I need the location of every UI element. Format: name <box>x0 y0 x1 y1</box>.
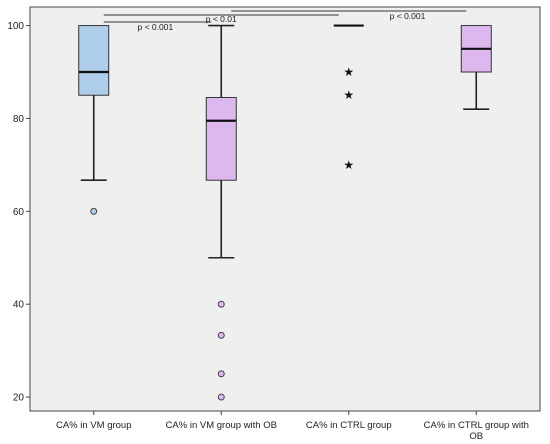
x-category-label-1: CA% in VM group with OB <box>166 420 277 431</box>
box-group-3 <box>460 25 492 110</box>
x-axis: CA% in VM group CA% in VM group with OB CA… <box>56 411 529 442</box>
outlier-point-0-0 <box>90 207 98 215</box>
box-group-1 <box>205 24 237 401</box>
outlier-point-1-0 <box>217 300 225 308</box>
significance-label-0: p < 0.001 <box>138 22 174 32</box>
extreme-point-2-0: ★ <box>343 65 354 79</box>
box-series: ★ ★ ★ <box>78 24 492 401</box>
x-category-label-2: CA% in CTRL group <box>306 420 392 431</box>
y-tick-label-20: 20 <box>13 393 25 404</box>
x-category-label-0: CA% in VM group <box>56 420 132 431</box>
x-category-label-3: CA% in CTRL group with OB <box>424 420 529 442</box>
y-tick-label-40: 40 <box>13 300 25 311</box>
outlier-point-1-3 <box>217 393 225 401</box>
x-category-label-line: CA% in VM group with OB <box>166 420 277 431</box>
plot-area <box>29 6 541 412</box>
box-group-0 <box>78 25 110 215</box>
x-category-label-line: CA% in VM group <box>56 420 132 431</box>
significance-label-2: p < 0.001 <box>390 11 426 21</box>
significance-brackets: p < 0.001 p < 0.01 p < 0.001 <box>103 10 467 32</box>
y-tick-label-100: 100 <box>7 21 24 32</box>
y-tick-label-80: 80 <box>13 114 25 125</box>
x-category-label-line: OB <box>469 431 483 442</box>
x-category-label-line: CA% in CTRL group with <box>424 420 529 431</box>
extreme-point-2-2: ★ <box>343 158 354 172</box>
box-1 <box>205 97 237 181</box>
box-group-2: ★ ★ ★ <box>333 24 364 172</box>
outlier-point-1-2 <box>217 370 225 378</box>
box-0 <box>78 25 110 96</box>
y-axis: 20 40 60 80 100 <box>7 21 30 404</box>
significance-label-1: p < 0.01 <box>206 14 237 24</box>
extreme-point-2-1: ★ <box>343 88 354 102</box>
y-tick-label-60: 60 <box>13 207 25 218</box>
outlier-point-1-1 <box>217 331 225 339</box>
x-category-label-line: CA% in CTRL group <box>306 420 392 431</box>
